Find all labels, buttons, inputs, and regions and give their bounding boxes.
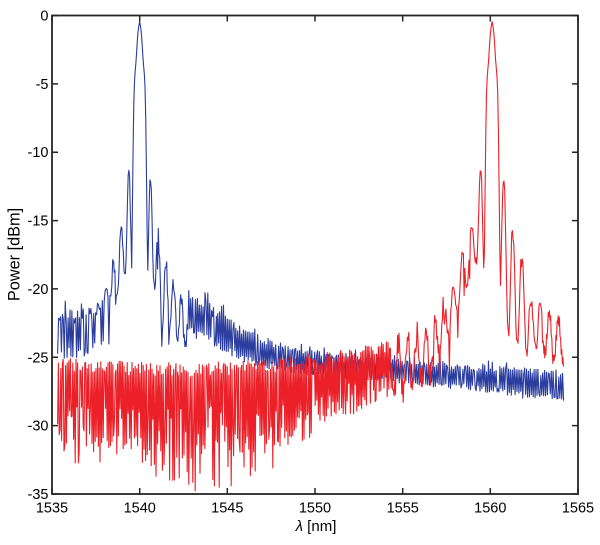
svg-text:1550: 1550	[299, 501, 331, 517]
svg-text:0: 0	[40, 9, 48, 25]
svg-text:1535: 1535	[36, 501, 68, 517]
svg-text:-20: -20	[28, 282, 49, 298]
svg-text:1560: 1560	[474, 501, 506, 517]
svg-text:1555: 1555	[387, 501, 419, 517]
svg-text:-25: -25	[28, 350, 49, 366]
svg-text:1540: 1540	[124, 501, 156, 517]
svg-text:Power [dBm]: Power [dBm]	[6, 208, 24, 301]
svg-text:1565: 1565	[562, 501, 594, 517]
svg-text:-35: -35	[28, 487, 49, 503]
svg-text:λ [nm]: λ [nm]	[295, 518, 337, 535]
svg-text:-5: -5	[36, 77, 49, 93]
svg-text:-10: -10	[28, 145, 49, 161]
svg-text:1545: 1545	[211, 501, 243, 517]
svg-text:-15: -15	[28, 214, 49, 230]
svg-text:-30: -30	[28, 419, 49, 435]
